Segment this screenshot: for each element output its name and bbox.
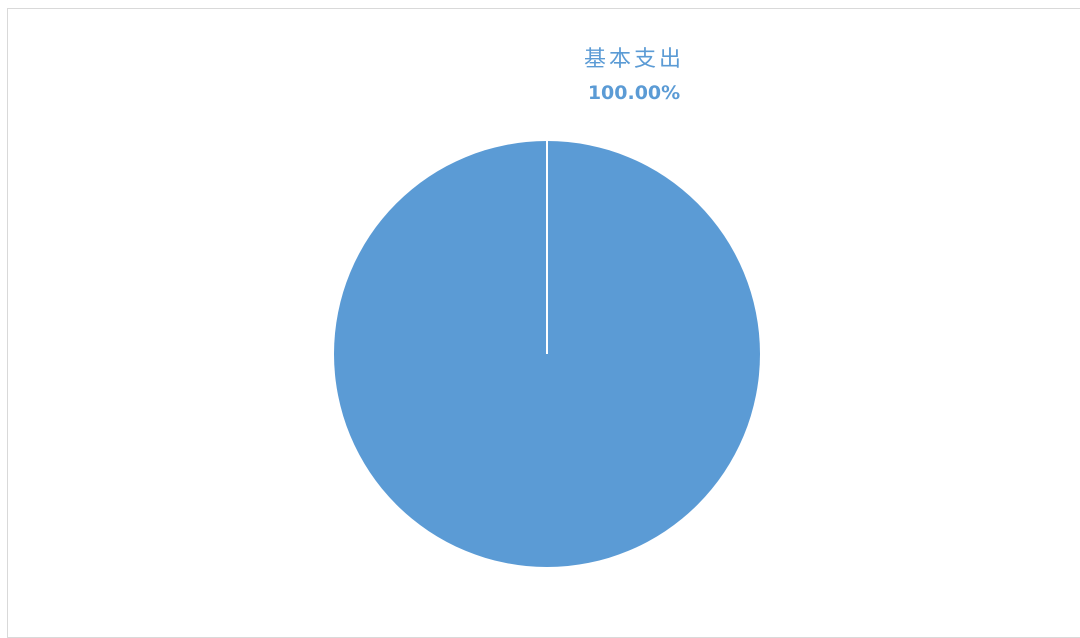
pie-slices xyxy=(334,141,760,567)
slice-label: 基本支出 xyxy=(584,47,684,72)
slice-value-label: 100.00% xyxy=(588,82,680,104)
pie-labels: 基本支出 100.00% xyxy=(584,47,684,104)
pie-chart: 基本支出 100.00% xyxy=(334,47,760,567)
